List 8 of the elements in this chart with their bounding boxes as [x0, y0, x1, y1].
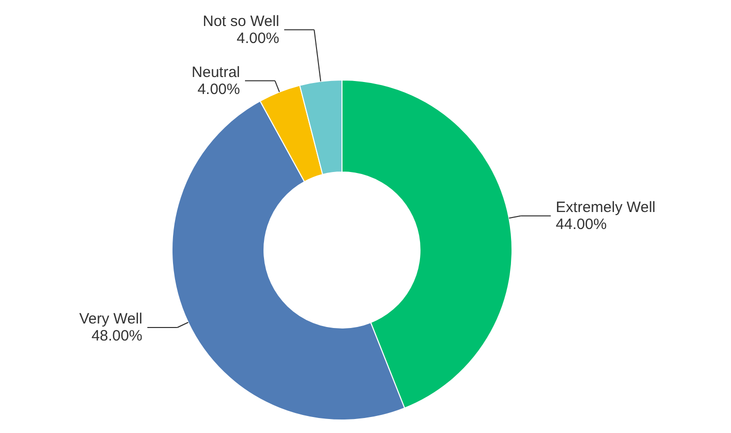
slice-label: Not so Well: [202, 12, 280, 30]
slice-label: Very Well: [79, 310, 142, 328]
data-label: 4.00%: [197, 80, 240, 98]
slice-label: Neutral: [192, 64, 240, 81]
data-label: 4.00%: [236, 30, 280, 47]
data-label: 48.00%: [91, 327, 142, 344]
slice-label: Extremely Well: [556, 198, 656, 216]
data-label: 44.00%: [556, 216, 607, 233]
